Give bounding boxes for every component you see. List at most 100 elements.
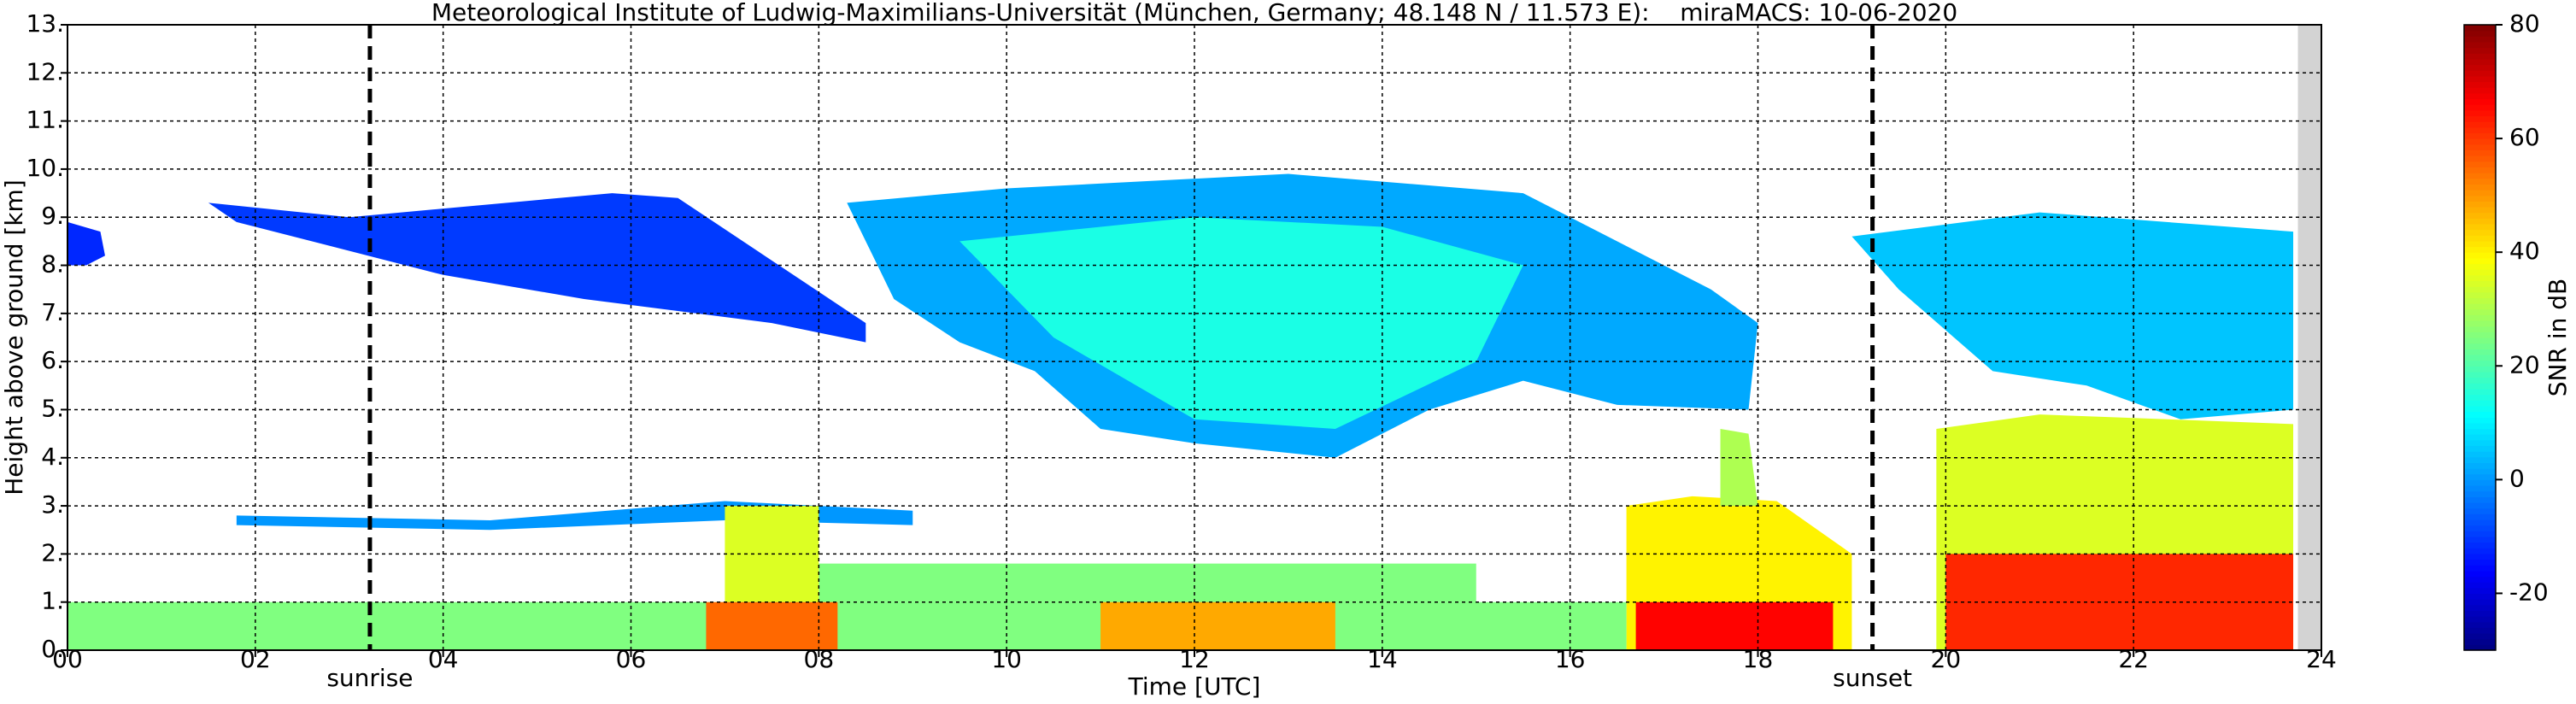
y-tick-label: 7.: [41, 298, 64, 326]
colorbar-swatch: [2464, 553, 2496, 560]
echo-region: [1851, 212, 2294, 419]
colorbar-swatch: [2464, 502, 2496, 509]
y-tick-label: 0.: [41, 635, 64, 663]
colorbar-swatch: [2464, 58, 2496, 66]
colorbar-swatch: [2464, 422, 2496, 430]
colorbar-label: SNR in dB: [2544, 279, 2572, 396]
colorbar-swatch: [2464, 462, 2496, 469]
no-data-band: [2297, 25, 2321, 650]
echo-region: [67, 221, 105, 266]
colorbar-swatch: [2464, 320, 2496, 327]
colorbar-swatch: [2464, 70, 2496, 77]
y-tick-label: 9.: [41, 202, 64, 230]
colorbar-tick-label: 0: [2509, 464, 2525, 492]
colorbar-swatch: [2464, 610, 2496, 617]
colorbar-swatch: [2464, 377, 2496, 384]
x-tick-label: 14: [1367, 645, 1398, 673]
colorbar-swatch: [2464, 400, 2496, 407]
colorbar-swatch: [2464, 75, 2496, 83]
colorbar-swatch: [2464, 235, 2496, 242]
colorbar-swatch: [2464, 604, 2496, 612]
colorbar-swatch: [2464, 570, 2496, 578]
colorbar-swatch: [2464, 621, 2496, 628]
colorbar-swatch: [2464, 30, 2496, 37]
plot-frame: [67, 24, 2322, 651]
colorbar-tick-label: 80: [2509, 9, 2540, 38]
colorbar-swatch: [2464, 47, 2496, 54]
colorbar-swatch: [2464, 115, 2496, 122]
x-tick-label: 12: [1179, 645, 1210, 673]
echo-region: [1100, 601, 1335, 650]
echo-region: [67, 601, 1627, 650]
colorbar-swatch: [2464, 308, 2496, 315]
colorbar-swatch: [2464, 297, 2496, 304]
colorbar-swatch: [2464, 326, 2496, 332]
y-tick-label: 5.: [41, 394, 64, 422]
colorbar-swatch: [2464, 280, 2496, 287]
colorbar-swatch: [2464, 479, 2496, 486]
colorbar-swatch: [2464, 201, 2496, 208]
colorbar-swatch: [2464, 428, 2496, 435]
y-tick-label: 11.: [26, 106, 64, 134]
colorbar-swatch: [2464, 599, 2496, 606]
colorbar-swatch: [2464, 212, 2496, 219]
colorbar-swatch: [2464, 144, 2496, 150]
colorbar-swatch: [2464, 126, 2496, 134]
colorbar-swatch: [2464, 536, 2496, 543]
colorbar-swatch: [2464, 286, 2496, 293]
colorbar-swatch: [2464, 525, 2496, 531]
echo-region: [819, 563, 1476, 602]
annotation-label: sunset: [1833, 664, 1912, 692]
colorbar-swatch: [2464, 269, 2496, 276]
colorbar-swatch: [2464, 206, 2496, 214]
colorbar-swatch: [2464, 360, 2496, 367]
x-tick-label: 02: [240, 645, 271, 673]
colorbar-swatch: [2464, 434, 2496, 441]
colorbar-swatch: [2464, 439, 2496, 447]
colorbar-swatch: [2464, 349, 2496, 355]
colorbar-swatch: [2464, 468, 2496, 475]
x-tick-label: 22: [2118, 645, 2149, 673]
colorbar-swatch: [2464, 41, 2496, 49]
colorbar-swatch: [2464, 167, 2496, 173]
axes: 00 02 04 06 08 10 12 14 16 18 20 22 240.1.2.3.4.5.6.…: [26, 9, 2548, 692]
x-tick-label: 04: [428, 645, 459, 673]
colorbar-swatch: [2464, 565, 2496, 572]
colorbar-swatch: [2464, 417, 2496, 424]
colorbar-swatch: [2464, 161, 2496, 167]
colorbar-swatch: [2464, 582, 2496, 589]
colorbar-swatch: [2464, 343, 2496, 349]
colorbar-swatch: [2464, 36, 2496, 43]
colorbar-swatch: [2464, 485, 2496, 492]
x-tick-label: 10: [991, 645, 1022, 673]
colorbar-swatch: [2464, 314, 2496, 321]
colorbar-swatch: [2464, 184, 2496, 191]
y-tick-label: 2.: [41, 538, 64, 566]
colorbar-swatch: [2464, 178, 2496, 185]
echo-region: [1720, 428, 1758, 507]
colorbar-swatch: [2464, 109, 2496, 117]
colorbar-swatch: [2464, 531, 2496, 537]
colorbar-swatch: [2464, 223, 2496, 231]
colorbar-swatch: [2464, 150, 2496, 156]
colorbar-swatch: [2464, 195, 2496, 202]
colorbar-swatch: [2464, 490, 2496, 497]
colorbar-swatch: [2464, 138, 2496, 145]
colorbar-swatch: [2464, 92, 2496, 100]
echo-region: [706, 601, 838, 650]
colorbar-swatch: [2464, 456, 2496, 463]
y-tick-label: 1.: [41, 587, 64, 615]
x-tick-label: 08: [804, 645, 835, 673]
colorbar-swatch: [2464, 257, 2496, 265]
colorbar-swatch: [2464, 507, 2496, 514]
colorbar-swatch: [2464, 388, 2496, 396]
colorbar-swatch: [2464, 274, 2496, 282]
colorbar-swatch: [2464, 548, 2496, 554]
colorbar-swatch: [2464, 593, 2496, 600]
colorbar-swatch: [2464, 542, 2496, 549]
colorbar-swatch: [2464, 132, 2496, 139]
colorbar-swatch: [2464, 451, 2496, 458]
colorbar-swatch: [2464, 371, 2496, 378]
colorbar-swatch: [2464, 331, 2496, 338]
